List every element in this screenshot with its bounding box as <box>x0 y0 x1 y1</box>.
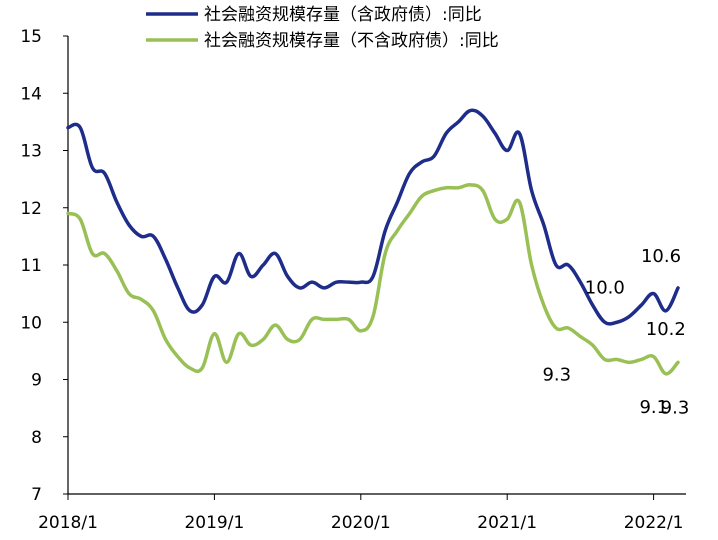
y-tick-label: 11 <box>20 256 42 276</box>
x-tick-label: 2021/1 <box>477 513 537 533</box>
series-line-1 <box>66 183 680 376</box>
y-tick-label: 9 <box>31 371 42 391</box>
data-label: 10.0 <box>585 277 625 298</box>
data-label: 9.1 <box>639 397 668 418</box>
x-tick-label: 2019/1 <box>184 513 244 533</box>
x-tick-label: 2022/1 <box>624 513 684 533</box>
data-label: 10.2 <box>646 319 686 340</box>
chart-legend: 社会融资规模存量（含政府债）:同比 社会融资规模存量（不含政府债）:同比 <box>146 5 499 51</box>
y-tick-label: 12 <box>20 199 42 219</box>
y-tick-label: 13 <box>20 142 42 162</box>
x-axis-ticks: 2018/1 2019/1 2020/1 2021/1 2022/1 <box>38 494 684 533</box>
y-tick-label: 14 <box>20 84 42 104</box>
chart-series <box>66 108 680 376</box>
y-tick-label: 8 <box>31 428 42 448</box>
legend-label-series-0: 社会融资规模存量（含政府债）:同比 <box>204 5 482 25</box>
chart-data-labels: 10.610.010.29.39.19.3 <box>542 246 689 418</box>
data-label: 9.3 <box>661 397 690 418</box>
y-axis-ticks: 7 8 9 10 11 12 13 14 15 <box>20 27 68 505</box>
x-tick-label: 2018/1 <box>38 513 98 533</box>
y-tick-label: 7 <box>31 485 42 505</box>
x-tick-label: 2020/1 <box>331 513 391 533</box>
legend-label-series-1: 社会融资规模存量（不含政府债）:同比 <box>204 31 499 51</box>
data-label: 10.6 <box>641 246 681 267</box>
y-tick-label: 15 <box>20 27 42 47</box>
y-tick-label: 10 <box>20 313 42 333</box>
series-line-0 <box>66 108 680 326</box>
data-label: 9.3 <box>542 364 571 385</box>
